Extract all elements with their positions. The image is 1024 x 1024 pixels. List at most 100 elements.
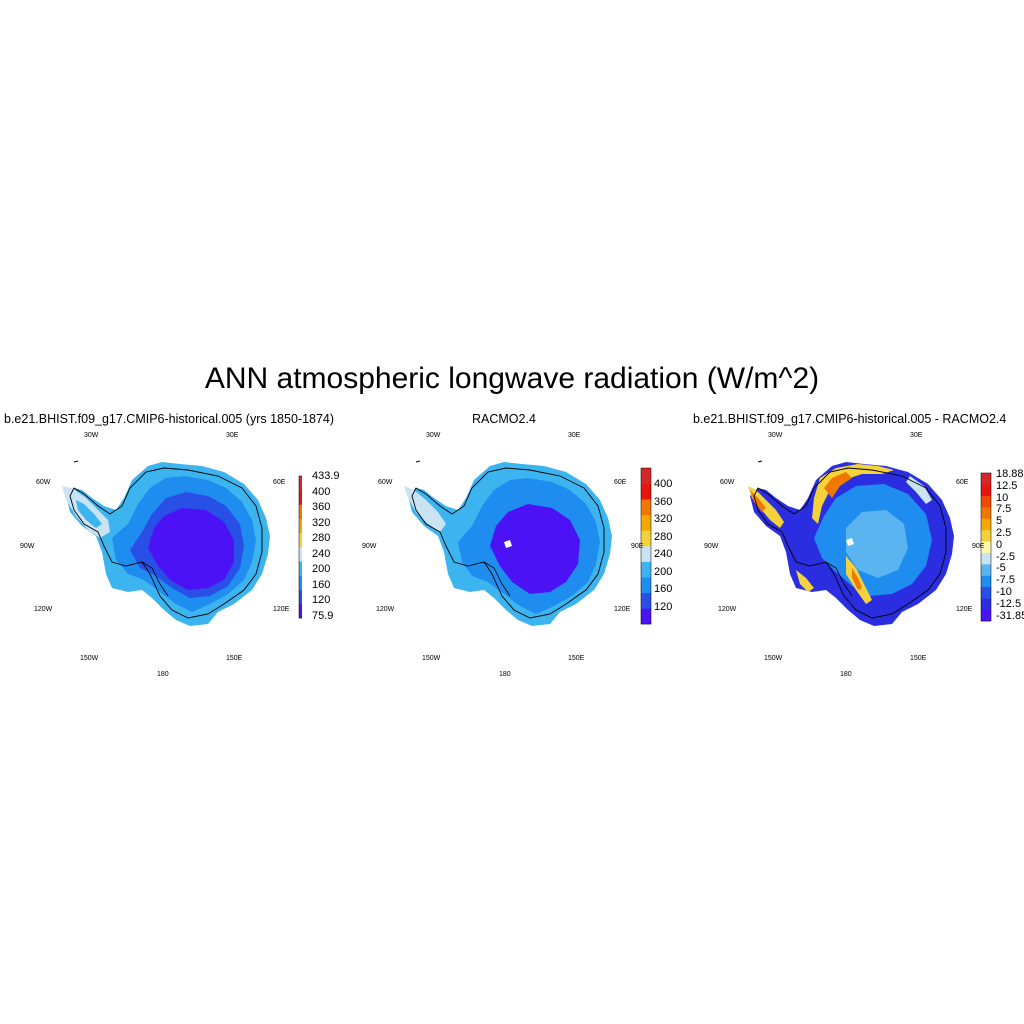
colorbar-segment <box>641 561 651 578</box>
colorbar-segment <box>299 490 302 505</box>
lon-label: 60W <box>720 479 735 486</box>
lon-label: 90W <box>704 543 719 550</box>
colorbar-segment <box>641 530 651 547</box>
lon-label: 60E <box>273 479 286 486</box>
colorbar-tick-label: 120 <box>654 600 673 613</box>
lon-label: 30E <box>910 432 923 439</box>
colorbar-segment <box>299 476 302 491</box>
lon-label: 60W <box>378 479 393 486</box>
lon-label: 30E <box>568 432 581 439</box>
lon-label: 120E <box>614 606 631 613</box>
land-fragment <box>757 460 763 463</box>
colorbar-segment <box>981 529 991 542</box>
lon-label: 150W <box>422 655 441 662</box>
lon-label: 120W <box>376 606 395 613</box>
colorbar-segment <box>981 541 991 553</box>
colorbar-segment <box>641 468 651 484</box>
coastline <box>69 467 263 619</box>
colorbar-segment <box>981 518 991 531</box>
colorbar-segment <box>981 575 991 588</box>
colorbar-segment <box>981 495 991 508</box>
land-fragment <box>415 460 421 463</box>
colorbar-segment <box>981 598 991 610</box>
colorbar-segment <box>299 589 302 605</box>
colorbar-2 <box>640 467 652 625</box>
colorbar-tick-label: 7.5 <box>996 503 1012 516</box>
colorbar-segment <box>641 546 651 562</box>
lon-label: 90W <box>362 543 377 550</box>
lon-label: 180 <box>840 671 852 678</box>
colorbar-tick-label: 200 <box>312 563 331 575</box>
ice-shelf-line <box>825 561 853 597</box>
antarctica-field <box>62 462 270 626</box>
ice-shelf-line <box>483 561 511 597</box>
land-fragment <box>73 460 79 463</box>
colorbar-segment <box>981 586 991 599</box>
colorbar-tick-label: -5 <box>996 562 1006 575</box>
colorbar-tick-label: 160 <box>312 578 331 591</box>
colorbar-tick-label: 5 <box>996 515 1003 528</box>
lon-label: 150E <box>568 655 585 662</box>
lon-label: 180 <box>499 671 511 678</box>
lon-label: 90W <box>20 543 35 550</box>
colorbar-tick-label: 320 <box>312 516 331 529</box>
colorbar-tick-label: 280 <box>654 530 673 543</box>
antarctica-field <box>748 462 954 626</box>
lon-label: 90E <box>631 543 644 550</box>
colorbar-tick-label: 75.9 <box>312 609 334 622</box>
colorbar-tick-label: 12.5 <box>996 479 1018 492</box>
lon-label: 30W <box>768 432 783 439</box>
colorbar-segment <box>981 473 991 485</box>
colorbar-segment <box>981 564 991 576</box>
lon-label: 120W <box>718 606 737 613</box>
colorbar-3 <box>980 472 992 622</box>
colorbar-segment <box>641 577 651 594</box>
antarctica-field <box>404 462 612 626</box>
colorbar-tick-label: 200 <box>654 565 673 578</box>
colorbar-tick-label: 360 <box>312 501 331 513</box>
colorbar-segment <box>299 518 302 534</box>
lon-label: 120E <box>956 606 973 613</box>
coastline <box>753 467 947 619</box>
colorbar-segment <box>299 504 302 519</box>
colorbar-tick-label: 120 <box>312 594 331 606</box>
colorbar-segment <box>981 484 991 497</box>
colorbar-segment <box>299 532 302 548</box>
colorbar-tick-label: 2.5 <box>996 527 1012 539</box>
colorbar-segment <box>981 507 991 519</box>
lon-label: 120W <box>34 606 53 613</box>
colorbar-segment <box>641 483 651 500</box>
lon-label: 30W <box>84 432 99 439</box>
colorbar-tick-label: 10 <box>996 491 1009 504</box>
colorbar-segment <box>641 499 651 516</box>
panel-3-title: b.e21.BHIST.f09_g17.CMIP6-historical.005… <box>693 412 1007 426</box>
colorbar-1 <box>298 475 302 619</box>
colorbar-segment <box>641 608 651 625</box>
colorbar-tick-label: -12.5 <box>996 597 1022 610</box>
figure-title: ANN atmospheric longwave radiation (W/m^… <box>204 362 820 395</box>
lon-label: 60W <box>36 479 51 486</box>
lon-label: 150W <box>764 655 783 662</box>
colorbar-tick-label: -31.85 <box>996 609 1024 622</box>
lon-label: 150W <box>80 655 99 662</box>
colorbar-segment <box>981 552 991 565</box>
colorbar-tick-label: 240 <box>654 548 673 560</box>
colorbar-segment <box>299 547 302 562</box>
ice-shelf-line <box>141 561 169 597</box>
lon-label: 60E <box>614 479 627 486</box>
lon-label: 30E <box>226 432 239 439</box>
colorbar-tick-label: 0 <box>996 538 1003 551</box>
colorbar-tick-label: 160 <box>654 583 673 595</box>
panel-3-map <box>748 460 992 626</box>
colorbar-tick-label: 320 <box>654 513 673 525</box>
colorbar-tick-label: 240 <box>312 547 331 560</box>
panel-1-title: b.e21.BHIST.f09_g17.CMIP6-historical.005… <box>4 412 335 426</box>
lon-label: 120E <box>273 606 290 613</box>
colorbar-tick-label: -2.5 <box>996 550 1015 563</box>
colorbar-tick-label: 433.9 <box>312 470 340 482</box>
coastline <box>411 467 605 619</box>
colorbar-segment <box>981 609 991 622</box>
lon-label: 30W <box>426 432 441 439</box>
colorbar-tick-label: 280 <box>312 532 331 544</box>
lon-label: 150E <box>910 655 927 662</box>
